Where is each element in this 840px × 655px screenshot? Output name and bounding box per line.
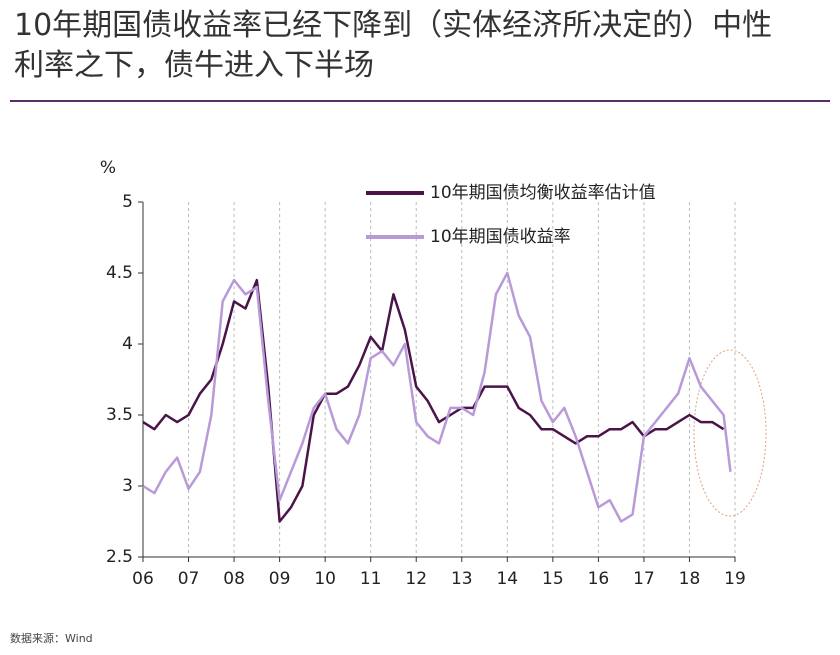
x-tick-label: 09 [269,569,291,589]
source-note: 数据来源：Wind [10,632,93,645]
x-tick-label: 08 [223,569,245,589]
x-tick-label: 19 [724,569,746,589]
x-tick-label: 18 [679,569,701,589]
y-tick-label: 3.5 [106,405,133,425]
y-tick-label: 5 [122,192,133,212]
y-axis-label: % [100,158,116,178]
x-tick-label: 14 [496,569,518,589]
x-tick-label: 17 [633,569,655,589]
x-tick-label: 12 [405,569,427,589]
legend-label: 10年期国债收益率 [430,227,571,247]
x-tick-label: 13 [451,569,473,589]
y-tick-label: 3 [122,476,133,496]
series-line [142,278,725,523]
y-tick-label: 2.5 [106,547,133,567]
highlight-ellipse [693,349,767,517]
x-tick-label: 07 [178,569,200,589]
x-tick-label: 11 [360,569,382,589]
x-tick-label: 10 [314,569,336,589]
y-tick-label: 4.5 [106,263,133,283]
y-tick-label: 4 [122,334,133,354]
series-line [142,271,732,523]
legend-label: 10年期国债均衡收益率估计值 [430,183,656,203]
x-tick-label: 16 [588,569,610,589]
x-tick-label: 15 [542,569,564,589]
x-tick-label: 06 [132,569,154,589]
chart-title: 10年期国债收益率已经下降到（实体经济所决定的）中性利率之下，债牛进入下半场 [14,8,773,83]
title-rule [10,100,830,102]
